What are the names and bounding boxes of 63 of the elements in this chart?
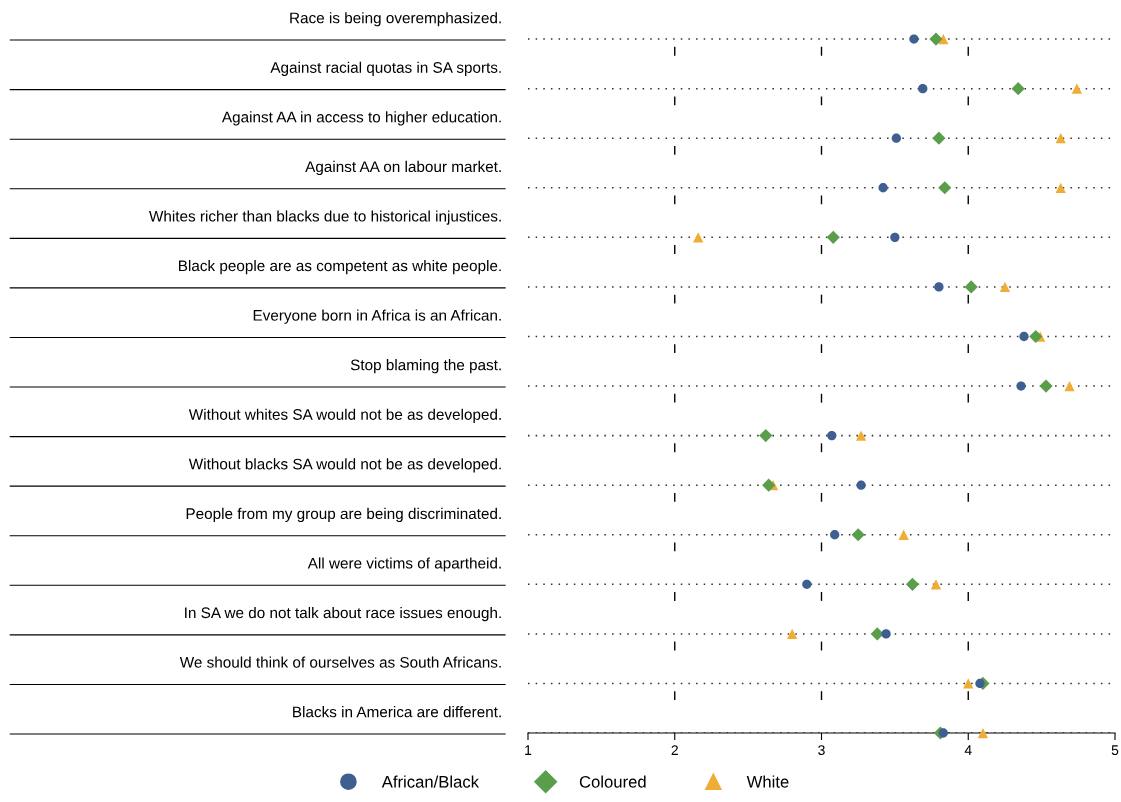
point xyxy=(905,577,920,591)
point xyxy=(1055,133,1066,144)
point xyxy=(830,530,840,540)
point xyxy=(963,678,974,689)
point xyxy=(909,34,919,44)
point xyxy=(802,579,812,589)
point xyxy=(890,232,900,243)
point xyxy=(964,280,978,294)
point xyxy=(1011,82,1025,96)
point xyxy=(881,629,891,639)
y-tick-label: Blacks in America are different. xyxy=(293,706,501,718)
point xyxy=(851,528,865,542)
y-tick-label: Whites richer than blacks due to historical injustices. xyxy=(149,210,501,225)
point xyxy=(938,728,948,738)
point xyxy=(762,478,776,492)
point xyxy=(827,430,837,441)
y-tick-label: Without whites SA would not be as developed. xyxy=(188,408,501,423)
y-tick-label: Race is being overemphasized. xyxy=(290,12,501,27)
point xyxy=(1016,381,1026,391)
legend-label: Coloured xyxy=(579,775,646,788)
point xyxy=(878,183,888,193)
legend-label: African/Black xyxy=(381,775,480,788)
point xyxy=(977,727,989,739)
y-tick-label: Stop blaming the past. xyxy=(350,359,501,374)
y-tick-label: All were victims of apartheid. xyxy=(307,557,501,572)
legend-label: White xyxy=(746,775,789,788)
point xyxy=(1019,331,1029,342)
point xyxy=(932,131,946,145)
point xyxy=(1055,182,1066,193)
point xyxy=(870,627,884,641)
point xyxy=(826,230,840,244)
point xyxy=(856,480,866,490)
point xyxy=(938,33,949,45)
x-tick-label: 5 xyxy=(1111,745,1119,756)
y-tick-label: Black people are as competent as white people. xyxy=(179,259,501,275)
point xyxy=(891,133,901,143)
point xyxy=(934,282,944,292)
y-tick-label: Against AA on labour market. xyxy=(305,160,501,176)
point xyxy=(929,32,943,46)
point xyxy=(898,529,909,540)
point xyxy=(999,281,1011,293)
y-tick-label: Against AA in access to higher education. xyxy=(221,111,501,126)
point xyxy=(787,628,798,640)
point xyxy=(975,678,985,689)
point xyxy=(855,430,867,441)
point xyxy=(1039,379,1053,393)
y-tick-label: Against racial quotas in SA sports. xyxy=(270,61,501,76)
y-tick-label: We should think of ourselves as South Africans. xyxy=(179,656,501,668)
y-tick-label: Everyone born in Africa is an African. xyxy=(253,309,501,324)
point xyxy=(1064,380,1075,392)
x-tick-label: 3 xyxy=(818,745,825,756)
y-tick-label: Without blacks SA would not be as developed. xyxy=(188,458,501,473)
x-tick-label: 4 xyxy=(964,745,972,755)
x-tick-label: 2 xyxy=(671,745,678,755)
point xyxy=(759,429,773,443)
point xyxy=(930,579,942,590)
y-tick-label: People from my group are being discriminated. xyxy=(186,507,501,523)
point xyxy=(918,83,928,94)
point xyxy=(938,181,952,195)
point xyxy=(1071,83,1082,94)
x-tick-label: 1 xyxy=(525,745,532,755)
point xyxy=(1029,329,1043,344)
y-tick-label: In SA we do not talk about race issues enough. xyxy=(185,606,501,622)
